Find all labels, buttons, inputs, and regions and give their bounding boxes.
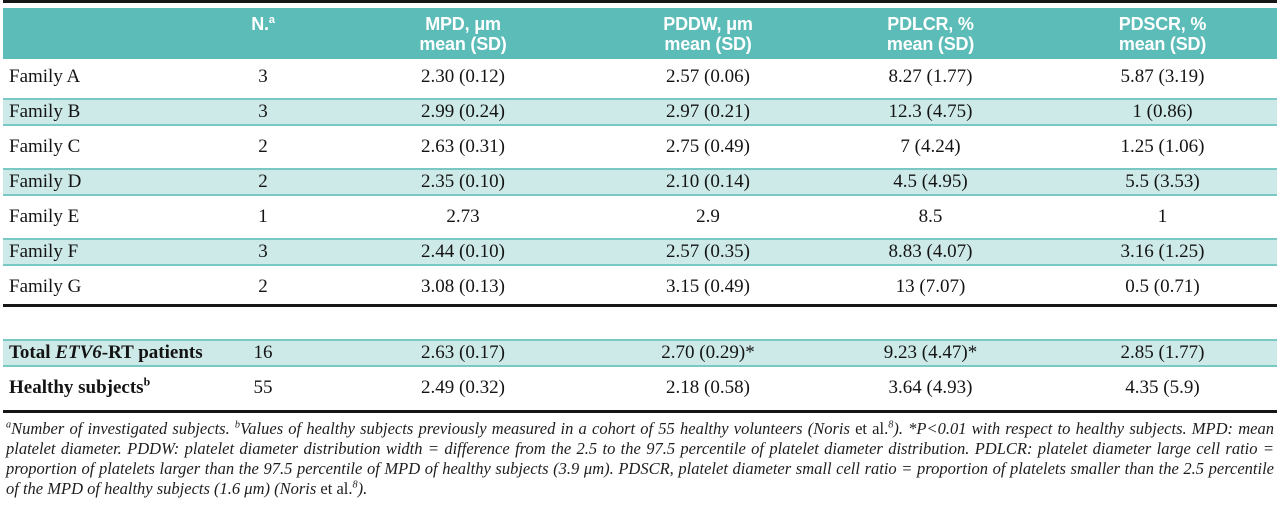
- row-label: Family B: [9, 101, 81, 122]
- cell-n: 3: [258, 66, 268, 87]
- cell-n: 2: [258, 136, 268, 157]
- row-label: Total ETV6-RT patients: [9, 342, 203, 363]
- cell-n: 3: [258, 101, 268, 122]
- cell-mpd: 2.49 (0.32): [421, 377, 505, 398]
- cell-n: 3: [258, 241, 268, 262]
- cell-pddw: 2.97 (0.21): [666, 101, 750, 122]
- cell-pddw: 2.9: [696, 206, 720, 227]
- cell-pddw: 2.70 (0.29)*: [661, 342, 755, 363]
- row-label: Family A: [9, 66, 81, 87]
- cell-mpd: 2.35 (0.10): [421, 171, 505, 192]
- cell-mpd: 2.73: [446, 206, 480, 227]
- header-cell-mpd: MPD, μm mean (SD): [323, 8, 603, 59]
- cell-pdlcr: 3.64 (4.93): [888, 377, 973, 398]
- cell-mpd: 2.63 (0.31): [421, 136, 505, 157]
- table-row-total-etv6-rt-patients: Total ETV6-RT patients 16 2.63 (0.17) 2.…: [3, 335, 1277, 370]
- cell-pdscr: 1.25 (1.06): [1120, 136, 1205, 157]
- cell-pdscr: 5.87 (3.19): [1120, 66, 1205, 87]
- cell-mpd: 2.63 (0.17): [421, 342, 505, 363]
- header-mpd-line2: mean (SD): [419, 34, 507, 54]
- row-label: Family C: [9, 136, 81, 157]
- table-row-family-b: Family B 3 2.99 (0.24) 2.97 (0.21) 12.3 …: [3, 94, 1277, 129]
- cell-pdscr: 0.5 (0.71): [1125, 276, 1200, 297]
- table-row-family-d: Family D 2 2.35 (0.10) 2.10 (0.14) 4.5 (…: [3, 164, 1277, 199]
- table-row-family-e: Family E 1 2.73 2.9 8.5 1: [3, 199, 1277, 234]
- top-rule: [3, 0, 1277, 3]
- bottom-rule: [3, 410, 1277, 413]
- cell-pdscr: 2.85 (1.77): [1120, 342, 1205, 363]
- cell-pdlcr: 7 (4.24): [900, 136, 961, 157]
- header-cell-label: [3, 8, 203, 59]
- table-header-row: N.a MPD, μm mean (SD) PDDW, μm mean (SD)…: [3, 8, 1277, 59]
- header-n-label: N.a: [251, 14, 275, 34]
- cell-n: 2: [258, 171, 268, 192]
- cell-pdscr: 1: [1157, 206, 1168, 227]
- cell-pddw: 2.10 (0.14): [666, 171, 750, 192]
- cell-pdlcr: 8.27 (1.77): [888, 66, 973, 87]
- cell-pddw: 3.15 (0.49): [666, 276, 750, 297]
- table-row-healthy-subjects: Healthy subjectsb 55 2.49 (0.32) 2.18 (0…: [3, 370, 1277, 405]
- cell-pdlcr: 8.83 (4.07): [888, 241, 973, 262]
- table-row-family-g: Family G 2 3.08 (0.13) 3.15 (0.49) 13 (7…: [3, 269, 1277, 304]
- row-label: Family G: [9, 276, 82, 297]
- section-gap: [0, 307, 1280, 335]
- header-cell-pddw: PDDW, μm mean (SD): [603, 8, 813, 59]
- header-pddw-line1: PDDW, μm: [663, 14, 753, 34]
- cell-pdlcr: 8.5: [918, 206, 943, 227]
- cell-mpd: 2.30 (0.12): [421, 66, 505, 87]
- table-row-family-a: Family A 3 2.30 (0.12) 2.57 (0.06) 8.27 …: [3, 59, 1277, 94]
- header-cell-n: N.a: [203, 8, 323, 59]
- cell-n: 16: [253, 342, 273, 363]
- cell-n: 2: [258, 276, 268, 297]
- cell-pddw: 2.75 (0.49): [666, 136, 750, 157]
- header-pdscr-line1: PDSCR, %: [1118, 14, 1207, 34]
- table-row-family-c: Family C 2 2.63 (0.31) 2.75 (0.49) 7 (4.…: [3, 129, 1277, 164]
- cell-mpd: 3.08 (0.13): [421, 276, 505, 297]
- cell-n: 1: [258, 206, 268, 227]
- mid-rule: [3, 304, 1277, 307]
- cell-pdscr: 4.35 (5.9): [1125, 377, 1200, 398]
- cell-pdscr: 3.16 (1.25): [1120, 241, 1205, 262]
- cell-mpd: 2.99 (0.24): [421, 101, 505, 122]
- cell-pdlcr: 12.3 (4.75): [888, 101, 973, 122]
- table-row-family-f: Family F 3 2.44 (0.10) 2.57 (0.35) 8.83 …: [3, 234, 1277, 269]
- cell-pdlcr: 13 (7.07): [895, 276, 966, 297]
- cell-pdlcr: 9.23 (4.47)*: [883, 342, 978, 363]
- row-label: Family F: [9, 241, 79, 262]
- cell-pddw: 2.57 (0.06): [666, 66, 750, 87]
- cell-n: 55: [253, 377, 273, 398]
- cell-pdscr: 5.5 (3.53): [1125, 171, 1200, 192]
- header-pdlcr-line1: PDLCR, %: [887, 14, 974, 34]
- cell-mpd: 2.44 (0.10): [421, 241, 505, 262]
- header-cell-pdscr: PDSCR, % mean (SD): [1048, 8, 1277, 59]
- cell-pdlcr: 4.5 (4.95): [893, 171, 968, 192]
- cell-pddw: 2.18 (0.58): [666, 377, 750, 398]
- cell-pdscr: 1 (0.86): [1132, 101, 1193, 122]
- row-label: Healthy subjectsb: [9, 375, 151, 398]
- header-cell-pdlcr: PDLCR, % mean (SD): [813, 8, 1048, 59]
- header-pdlcr-line2: mean (SD): [886, 34, 975, 54]
- header-pdscr-line2: mean (SD): [1118, 34, 1207, 54]
- table-footnote: aNumber of investigated subjects. bValue…: [6, 419, 1274, 499]
- header-mpd-line1: MPD, μm: [425, 14, 501, 34]
- row-label: Family D: [9, 171, 82, 192]
- cell-pddw: 2.57 (0.35): [666, 241, 750, 262]
- header-pddw-line2: mean (SD): [664, 34, 752, 54]
- row-label: Family E: [9, 206, 80, 227]
